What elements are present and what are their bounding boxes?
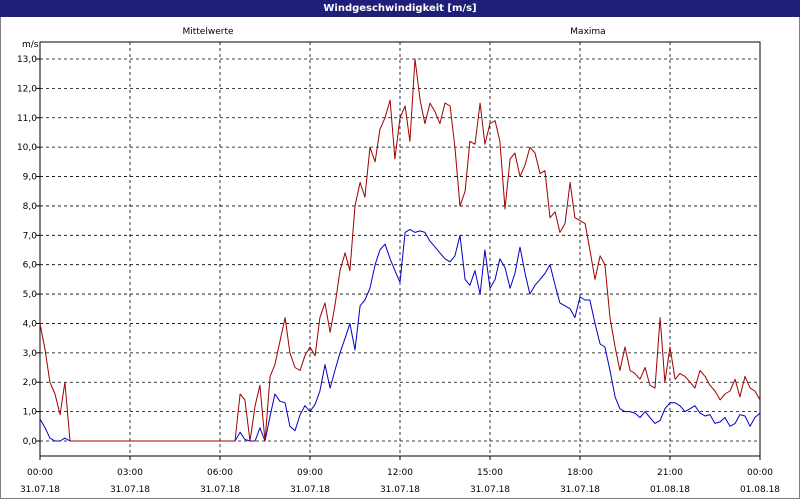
x-tick-date: 31.07.18 bbox=[110, 485, 150, 495]
chart-title-bar: Windgeschwindigkeit [m/s] bbox=[0, 0, 800, 17]
x-tick-date: 01.08.18 bbox=[650, 485, 690, 495]
y-tick-label: 12,0 bbox=[17, 84, 37, 94]
y-tick-label: 7,0 bbox=[23, 231, 38, 241]
x-tick-time: 09:00 bbox=[297, 468, 323, 478]
x-tick-time: 21:00 bbox=[657, 468, 683, 478]
legend-label-mittelwerte: Mittelwerte bbox=[182, 27, 233, 37]
y-tick-label: 3,0 bbox=[23, 349, 38, 359]
legend: Mittelwerte Maxima bbox=[182, 27, 605, 37]
series-line-mittelwerte bbox=[39, 228, 761, 442]
x-tick-date: 31.07.18 bbox=[560, 485, 600, 495]
x-tick-time: 03:00 bbox=[117, 468, 143, 478]
y-tick-label: 4,0 bbox=[23, 319, 38, 329]
x-tick-date: 01.08.18 bbox=[740, 485, 780, 495]
y-tick-label: 13,0 bbox=[17, 55, 37, 65]
y-tick-label: 10,0 bbox=[17, 143, 37, 153]
x-tick-date: 31.07.18 bbox=[290, 485, 330, 495]
y-tick-label: 5,0 bbox=[23, 290, 38, 300]
x-tick-date: 31.07.18 bbox=[470, 485, 510, 495]
y-axis-label: m/s bbox=[22, 40, 39, 50]
grid bbox=[40, 42, 760, 456]
x-axis: 00:00 31.07.18 03:00 31.07.18 06:00 31.07.18 0… bbox=[20, 456, 780, 495]
series-lines bbox=[39, 58, 761, 442]
x-tick-date: 31.07.18 bbox=[200, 485, 240, 495]
y-tick-label: 9,0 bbox=[23, 173, 38, 183]
x-tick-time: 18:00 bbox=[567, 468, 593, 478]
x-tick-date: 31.07.18 bbox=[380, 485, 420, 495]
y-tick-label: 0,0 bbox=[23, 437, 38, 447]
x-tick-time: 00:00 bbox=[27, 468, 53, 478]
x-tick-time: 12:00 bbox=[387, 468, 413, 478]
y-tick-label: 1,0 bbox=[23, 408, 38, 418]
series-line-maxima bbox=[39, 58, 761, 442]
y-axis: 0,0 1,0 2,0 3,0 4,0 5,0 6,0 7,0 8,0 9,0 10,0 11,0 12… bbox=[17, 55, 40, 447]
y-tick-label: 11,0 bbox=[17, 114, 37, 124]
x-tick-time: 00:00 bbox=[747, 468, 773, 478]
chart-title: Windgeschwindigkeit [m/s] bbox=[323, 3, 477, 14]
x-tick-date: 31.07.18 bbox=[20, 485, 60, 495]
x-tick-time: 15:00 bbox=[477, 468, 503, 478]
y-tick-label: 2,0 bbox=[23, 378, 38, 388]
y-tick-label: 8,0 bbox=[23, 202, 38, 212]
x-tick-time: 06:00 bbox=[207, 468, 233, 478]
y-tick-label: 6,0 bbox=[23, 261, 38, 271]
legend-label-maxima: Maxima bbox=[570, 27, 605, 37]
